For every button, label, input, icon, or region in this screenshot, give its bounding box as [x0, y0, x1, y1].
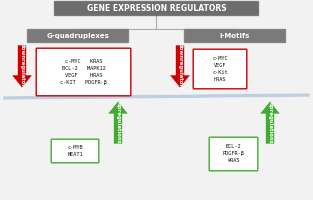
FancyBboxPatch shape — [51, 139, 99, 163]
Polygon shape — [259, 101, 280, 144]
Text: upregulations: upregulations — [268, 102, 273, 143]
Polygon shape — [12, 45, 33, 88]
FancyBboxPatch shape — [36, 48, 131, 96]
FancyBboxPatch shape — [184, 29, 286, 43]
Text: downregulators: downregulators — [177, 43, 182, 90]
Text: c-MYC   KRAS
BCL-2   MAPK12
VEGF    HRAS
c-KIT   PDGFR-β: c-MYC KRAS BCL-2 MAPK12 VEGF HRAS c-KIT … — [60, 59, 107, 85]
FancyBboxPatch shape — [209, 137, 258, 171]
Text: BCL-2
PDGFR-β
kRAS: BCL-2 PDGFR-β kRAS — [223, 144, 244, 164]
Polygon shape — [107, 101, 129, 144]
Polygon shape — [3, 93, 310, 100]
Text: c-MYB
NEAT1: c-MYB NEAT1 — [67, 145, 83, 157]
Polygon shape — [170, 45, 191, 88]
Text: c-MYC
VEGF
c-Kit
HRAS: c-MYC VEGF c-Kit HRAS — [212, 56, 228, 82]
Text: i-Motifs: i-Motifs — [220, 33, 250, 39]
Text: G-quadruplexes: G-quadruplexes — [47, 33, 110, 39]
Text: downregulators: downregulators — [19, 43, 24, 90]
Text: upregulations: upregulations — [115, 102, 121, 143]
FancyBboxPatch shape — [193, 49, 247, 89]
Text: GENE EXPRESSION REGULATORS: GENE EXPRESSION REGULATORS — [87, 4, 226, 13]
FancyBboxPatch shape — [54, 1, 259, 16]
FancyBboxPatch shape — [27, 29, 129, 43]
